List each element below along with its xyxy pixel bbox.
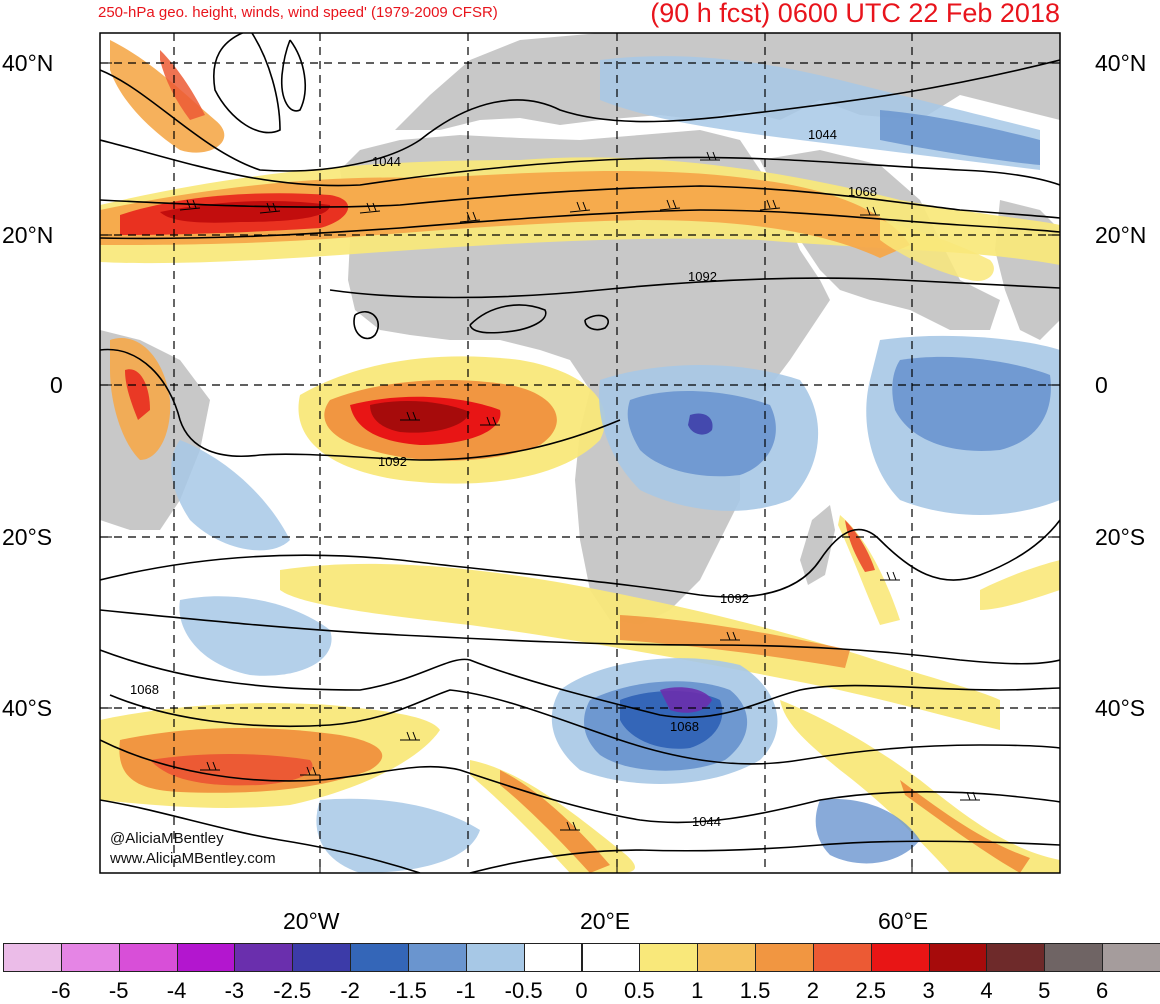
colorbar-box: [350, 943, 409, 972]
credit-handle: @AliciaMBentley: [110, 830, 224, 847]
sw-jet-orange: [500, 770, 610, 873]
colorbar-box: [697, 943, 757, 972]
lat-label-right-0: 0: [1095, 372, 1108, 398]
colorbar-box: [1044, 943, 1104, 972]
colorbar-box: [407, 943, 467, 972]
colorbar-box: [523, 943, 583, 972]
colorbar-box: [1102, 943, 1160, 972]
lon-label-20e: 20°E: [580, 908, 631, 934]
colorbar-box: [639, 943, 699, 972]
colorbar-box: [465, 943, 525, 972]
contour-label-1068-c: 1068: [670, 719, 699, 734]
map-title-right: (90 h fcst) 0600 UTC 22 Feb 2018: [650, 0, 1060, 28]
colorbar-box: [581, 943, 641, 972]
colorbar: [3, 943, 1160, 974]
wind-anomaly-shading: [100, 40, 1060, 873]
light-blue-south: [316, 798, 480, 873]
lat-label-right-20n: 20°N: [1095, 222, 1147, 248]
colorbar-label: -1: [456, 978, 476, 1003]
light-blue-sw: [179, 596, 332, 676]
southern-jet-band-red: [150, 754, 313, 786]
credit-website: www.AliciaMBentley.com: [110, 850, 276, 867]
colorbar-label: 2.5: [855, 978, 887, 1003]
blue-indian: [892, 356, 1051, 451]
colorbar-box: [812, 943, 872, 972]
equatorial-max-dark: [370, 400, 470, 433]
tick-marks: [100, 62, 1060, 873]
lat-label-left-0: 0: [50, 372, 63, 398]
colorbar-label: 6: [1096, 978, 1109, 1003]
colorbar-box: [176, 943, 236, 972]
colorbar-label: 1: [691, 978, 704, 1003]
contour-label-1044-a: 1044: [372, 154, 401, 169]
south-jet-orange: [620, 615, 850, 668]
colorbar-label: 1.5: [739, 978, 771, 1003]
lat-label-right-40n: 40°N: [1095, 50, 1147, 76]
purple-south-low: [660, 687, 712, 713]
colorbar-label: -6: [51, 978, 71, 1003]
lat-label-left-20n: 20°N: [2, 222, 54, 248]
madagascar-land: [800, 505, 835, 585]
contour-label-1092-a: 1092: [688, 269, 717, 284]
contour-label-1068-b: 1068: [130, 682, 159, 697]
colorbar-label: -5: [108, 978, 129, 1003]
se-jet-orange: [900, 780, 1030, 873]
contour-label-1044-c: 1044: [692, 814, 721, 829]
colorbar-box: [928, 943, 988, 972]
colorbar-box: [60, 943, 120, 972]
colorbar-label: 2: [806, 978, 820, 1003]
map-plot-area: 1044 1044 1068 1092 1092 1092 1068 1068 …: [100, 33, 1060, 873]
ne-yellow: [880, 220, 994, 281]
contour-label-group: 1044 1044 1068 1092 1092 1092 1068 1068 …: [130, 127, 877, 829]
se-corner-yellow: [980, 560, 1060, 610]
lat-label-left-40s: 40°S: [2, 695, 53, 721]
north-jet-red: [160, 50, 205, 120]
contour-label-1044-b: 1044: [808, 127, 837, 142]
south-jet-yellow: [280, 563, 1000, 730]
colorbar-label: 0.5: [624, 978, 655, 1003]
north-jet-orange: [110, 40, 225, 153]
colorbar-box: [986, 943, 1046, 972]
lat-label-left-20s: 20°S: [2, 524, 53, 550]
map-frame: [99, 32, 1061, 874]
west-atlantic-red: [125, 369, 150, 420]
lon-label-20w: 20°W: [283, 908, 340, 934]
colorbar-label: -2: [340, 978, 360, 1003]
colorbar-label: 0: [575, 978, 588, 1003]
map-title-left: 250-hPa geo. height, winds, wind speed' …: [98, 4, 498, 21]
colorbar-box: [118, 943, 178, 972]
colorbar-box: [292, 943, 352, 972]
colorbar-label: -0.5: [504, 978, 543, 1003]
subtropical-jet-orange: [100, 171, 910, 258]
dark-blue-africa: [688, 413, 713, 435]
contour-label-1092-c: 1092: [720, 591, 749, 606]
colorbar-label: -2.5: [273, 978, 312, 1003]
colorbar-label: -4: [166, 978, 187, 1003]
colorbar-label: 3: [922, 978, 935, 1003]
colorbar-label: 4: [980, 978, 993, 1003]
grid-lines: [100, 33, 1060, 873]
indian-ocean-jet-red: [845, 520, 875, 572]
colorbar-label: -1.5: [388, 978, 427, 1003]
lat-label-right-20s: 20°S: [1095, 524, 1146, 550]
colorbar-label: 5: [1038, 978, 1051, 1003]
colorbar-box: [234, 943, 294, 972]
contour-label-1092-b: 1092: [378, 454, 407, 469]
colorbar-box: [755, 943, 814, 972]
se-jet-yellow: [780, 700, 1060, 873]
contour-label-1068-a: 1068: [848, 184, 877, 199]
lat-label-right-40s: 40°S: [1095, 695, 1146, 721]
colorbar-label: -3: [224, 978, 245, 1003]
lon-label-60e: 60°E: [878, 908, 929, 934]
lat-label-left-40n: 40°N: [2, 50, 54, 76]
colorbar-box: [3, 943, 62, 972]
blue-north: [880, 110, 1040, 165]
light-blue-west: [171, 440, 290, 551]
wind-barbs: [179, 151, 980, 831]
blue-south: [815, 799, 920, 864]
colorbar-box: [870, 943, 930, 972]
